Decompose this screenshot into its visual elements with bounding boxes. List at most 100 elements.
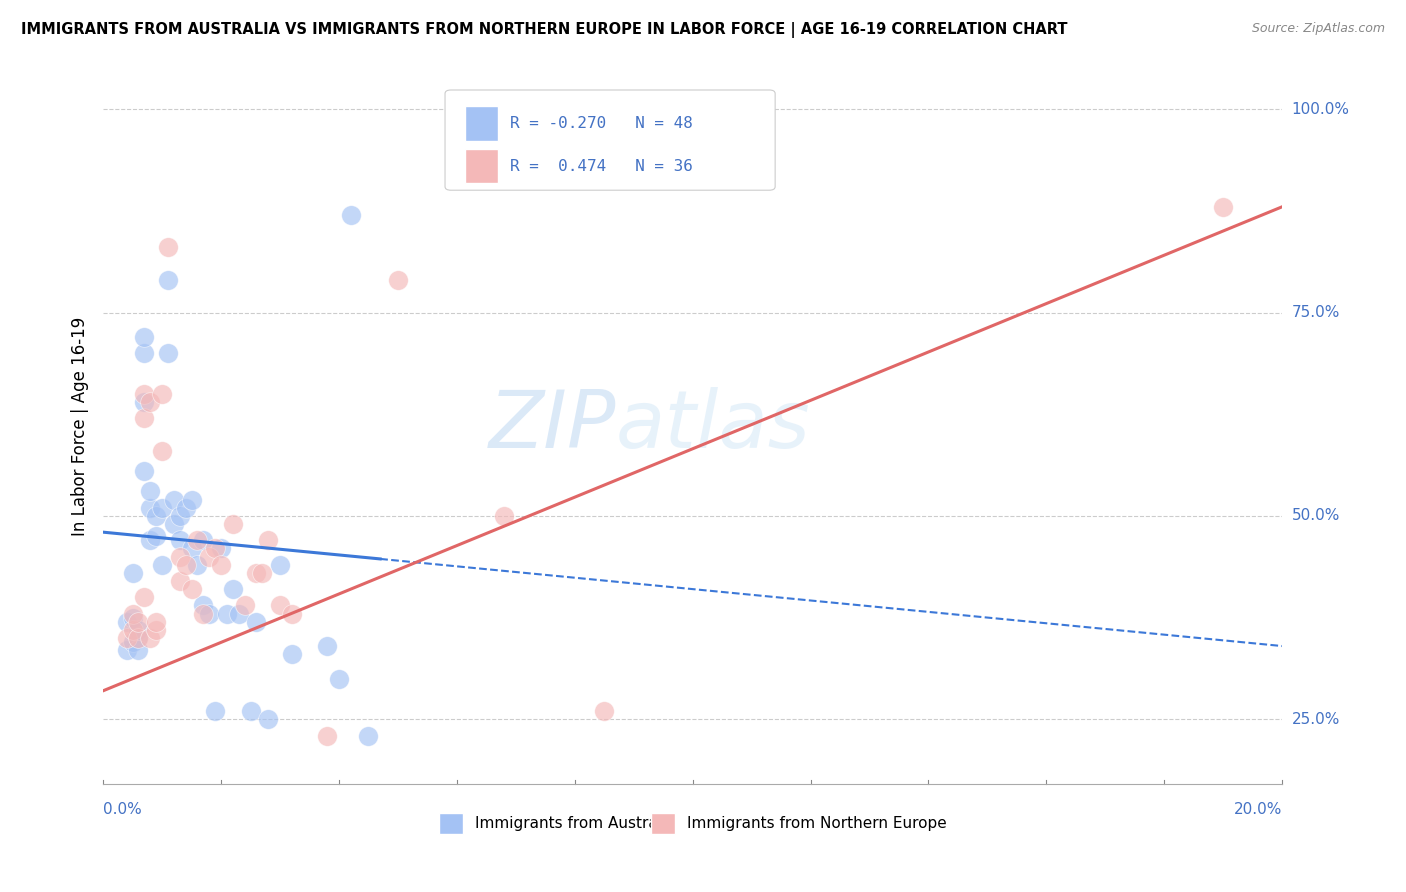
Text: 50.0%: 50.0% bbox=[1292, 508, 1340, 524]
Text: Immigrants from Australia: Immigrants from Australia bbox=[474, 816, 675, 831]
Point bbox=[252, 566, 274, 580]
Point bbox=[150, 558, 173, 572]
Point bbox=[193, 533, 215, 548]
Point bbox=[169, 574, 191, 588]
Point bbox=[115, 631, 138, 645]
Point bbox=[145, 615, 167, 629]
Point bbox=[156, 240, 179, 254]
Point bbox=[145, 529, 167, 543]
Point bbox=[269, 599, 291, 613]
Text: Source: ZipAtlas.com: Source: ZipAtlas.com bbox=[1251, 22, 1385, 36]
Point bbox=[169, 549, 191, 564]
Point bbox=[134, 464, 156, 478]
Point bbox=[139, 500, 162, 515]
Point bbox=[128, 643, 150, 657]
Point bbox=[281, 647, 304, 661]
Text: 75.0%: 75.0% bbox=[1292, 305, 1340, 320]
Text: Immigrants from Northern Europe: Immigrants from Northern Europe bbox=[686, 816, 946, 831]
Point bbox=[150, 443, 173, 458]
Point bbox=[128, 623, 150, 637]
Point bbox=[121, 623, 143, 637]
Point bbox=[134, 330, 156, 344]
Point bbox=[174, 558, 197, 572]
Point bbox=[180, 582, 202, 596]
Point bbox=[115, 615, 138, 629]
Point bbox=[222, 516, 245, 531]
Point bbox=[193, 599, 215, 613]
Text: IMMIGRANTS FROM AUSTRALIA VS IMMIGRANTS FROM NORTHERN EUROPE IN LABOR FORCE | AG: IMMIGRANTS FROM AUSTRALIA VS IMMIGRANTS … bbox=[21, 22, 1067, 38]
Point bbox=[180, 492, 202, 507]
Point bbox=[128, 615, 150, 629]
FancyBboxPatch shape bbox=[465, 149, 498, 184]
Text: 0.0%: 0.0% bbox=[103, 802, 142, 817]
Point bbox=[134, 387, 156, 401]
Text: atlas: atlas bbox=[616, 387, 811, 466]
Point bbox=[209, 541, 232, 556]
Point bbox=[193, 607, 215, 621]
Point bbox=[204, 541, 226, 556]
Point bbox=[186, 533, 208, 548]
Point bbox=[150, 500, 173, 515]
Point bbox=[121, 607, 143, 621]
Point bbox=[150, 387, 173, 401]
Point bbox=[139, 395, 162, 409]
Point bbox=[222, 582, 245, 596]
Point bbox=[169, 508, 191, 523]
Point bbox=[228, 607, 250, 621]
Point bbox=[387, 273, 409, 287]
Point bbox=[593, 704, 616, 718]
Point bbox=[269, 558, 291, 572]
Point bbox=[134, 346, 156, 360]
Point bbox=[174, 500, 197, 515]
Point bbox=[257, 712, 280, 726]
FancyBboxPatch shape bbox=[439, 813, 463, 834]
Text: 100.0%: 100.0% bbox=[1292, 102, 1350, 117]
Point bbox=[139, 484, 162, 499]
Point bbox=[257, 533, 280, 548]
Point bbox=[121, 610, 143, 624]
Point bbox=[245, 566, 267, 580]
Point bbox=[139, 631, 162, 645]
Point bbox=[316, 639, 339, 653]
Point bbox=[215, 607, 238, 621]
Point bbox=[198, 549, 221, 564]
Point bbox=[115, 643, 138, 657]
Point bbox=[128, 631, 150, 645]
Point bbox=[134, 395, 156, 409]
Point bbox=[163, 516, 186, 531]
Point bbox=[134, 591, 156, 605]
Point bbox=[121, 566, 143, 580]
Point bbox=[180, 541, 202, 556]
Point bbox=[492, 508, 515, 523]
Text: 25.0%: 25.0% bbox=[1292, 712, 1340, 727]
Point bbox=[1212, 200, 1234, 214]
Point bbox=[711, 119, 734, 133]
Point bbox=[198, 607, 221, 621]
Point bbox=[233, 599, 256, 613]
Point bbox=[156, 346, 179, 360]
Point bbox=[239, 704, 262, 718]
Point bbox=[163, 492, 186, 507]
Point bbox=[169, 533, 191, 548]
Y-axis label: In Labor Force | Age 16-19: In Labor Force | Age 16-19 bbox=[72, 317, 89, 536]
Text: ZIP: ZIP bbox=[489, 387, 616, 466]
Point bbox=[281, 607, 304, 621]
Text: R = -0.270   N = 48: R = -0.270 N = 48 bbox=[510, 116, 693, 131]
Point bbox=[209, 558, 232, 572]
Point bbox=[128, 631, 150, 645]
Point bbox=[245, 615, 267, 629]
Point bbox=[316, 729, 339, 743]
Point bbox=[156, 273, 179, 287]
Point bbox=[121, 635, 143, 649]
Text: R =  0.474   N = 36: R = 0.474 N = 36 bbox=[510, 159, 693, 174]
Text: 20.0%: 20.0% bbox=[1233, 802, 1282, 817]
Point bbox=[357, 729, 380, 743]
Point bbox=[139, 533, 162, 548]
FancyBboxPatch shape bbox=[465, 106, 498, 141]
Point bbox=[328, 672, 350, 686]
FancyBboxPatch shape bbox=[651, 813, 675, 834]
Point bbox=[204, 704, 226, 718]
Point bbox=[134, 411, 156, 425]
Point bbox=[186, 558, 208, 572]
FancyBboxPatch shape bbox=[446, 90, 775, 190]
